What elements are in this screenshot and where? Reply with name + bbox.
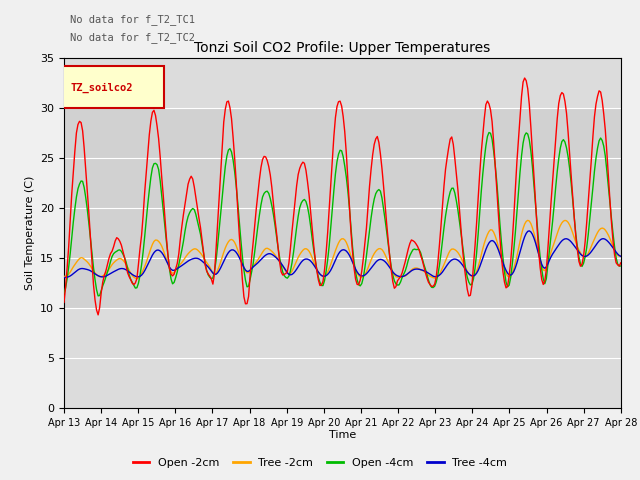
Y-axis label: Soil Temperature (C): Soil Temperature (C) bbox=[24, 176, 35, 290]
Legend: Open -2cm, Tree -2cm, Open -4cm, Tree -4cm: Open -2cm, Tree -2cm, Open -4cm, Tree -4… bbox=[128, 453, 512, 472]
Bar bbox=[64, 108, 621, 308]
FancyBboxPatch shape bbox=[61, 66, 164, 108]
X-axis label: Time: Time bbox=[329, 431, 356, 441]
Text: No data for f_T2_TC2: No data for f_T2_TC2 bbox=[70, 32, 195, 43]
Text: TZ_soilco2: TZ_soilco2 bbox=[70, 82, 133, 93]
Title: Tonzi Soil CO2 Profile: Upper Temperatures: Tonzi Soil CO2 Profile: Upper Temperatur… bbox=[195, 41, 490, 55]
Text: No data for f_T2_TC1: No data for f_T2_TC1 bbox=[70, 14, 195, 25]
